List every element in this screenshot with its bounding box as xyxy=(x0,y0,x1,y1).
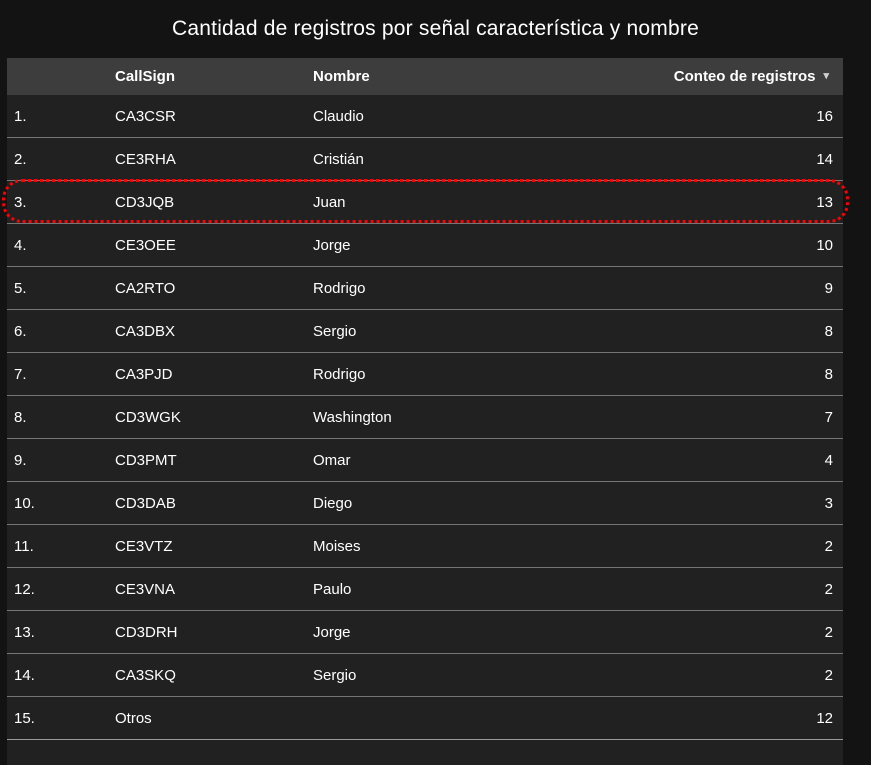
row-nombre: Diego xyxy=(313,494,353,512)
table-row[interactable]: 1. CA3CSR Claudio 16 xyxy=(7,95,843,138)
table-row[interactable]: 7. CA3PJD Rodrigo 8 xyxy=(7,353,843,396)
row-nombre: Rodrigo xyxy=(313,279,366,297)
row-rank: 12. xyxy=(14,580,35,598)
row-callsign: CA2RTO xyxy=(115,279,176,297)
row-rank: 11. xyxy=(14,537,34,555)
row-nombre: Sergio xyxy=(313,322,357,340)
row-callsign: CA3SKQ xyxy=(115,666,176,684)
row-nombre: Jorge xyxy=(313,236,351,254)
table-row[interactable]: 12. CE3VNA Paulo 2 xyxy=(7,568,843,611)
row-callsign: CE3OEE xyxy=(115,236,176,254)
row-count: 9 xyxy=(824,279,833,297)
row-count: 2 xyxy=(824,537,833,555)
row-nombre: Sergio xyxy=(313,666,357,684)
row-callsign: CD3DAB xyxy=(115,494,176,512)
row-rank: 1. xyxy=(14,107,27,125)
row-callsign: CD3JQB xyxy=(115,193,175,211)
column-header-callsign[interactable]: CallSign xyxy=(115,68,176,85)
row-nombre: Washington xyxy=(313,408,392,426)
table-row[interactable]: 2. CE3RHA Cristián 14 xyxy=(7,138,843,181)
sort-desc-icon: ▾ xyxy=(823,70,829,82)
row-count: 13 xyxy=(816,193,833,211)
row-count: 2 xyxy=(824,666,833,684)
table-row[interactable]: 4. CE3OEE Jorge 10 xyxy=(7,224,843,267)
row-callsign: CE3VNA xyxy=(115,580,176,598)
row-rank: 10. xyxy=(14,494,35,512)
row-rank: 14. xyxy=(14,666,35,684)
row-rank: 2. xyxy=(14,150,27,168)
row-callsign: CE3RHA xyxy=(115,150,176,168)
row-rank: 13. xyxy=(14,623,35,641)
row-nombre: Paulo xyxy=(313,580,352,598)
row-count: 10 xyxy=(816,236,833,254)
row-count: 7 xyxy=(824,408,833,426)
row-count: 8 xyxy=(824,322,833,340)
table-row[interactable]: 8. CD3WGK Washington 7 xyxy=(7,396,843,439)
table-row[interactable]: 9. CD3PMT Omar 4 xyxy=(7,439,843,482)
row-rank: 7. xyxy=(14,365,27,383)
row-callsign: CD3DRH xyxy=(115,623,178,641)
row-nombre: Rodrigo xyxy=(313,365,366,383)
table-row[interactable]: 3. CD3JQB Juan 13 xyxy=(2,179,849,224)
row-rank: 9. xyxy=(14,451,27,469)
table-body: 1. CA3CSR Claudio 16 2. CE3RHA Cristián … xyxy=(2,95,849,740)
row-count: 16 xyxy=(816,107,833,125)
row-rank: 15. xyxy=(14,709,35,727)
table-row[interactable]: 14. CA3SKQ Sergio 2 xyxy=(7,654,843,697)
row-nombre: Omar xyxy=(313,451,351,469)
table-header: CallSign Nombre Conteo de registros ▾ xyxy=(7,58,843,95)
row-rank: 8. xyxy=(14,408,27,426)
row-nombre: Cristián xyxy=(313,150,364,168)
row-count: 12 xyxy=(816,709,833,727)
row-count: 8 xyxy=(824,365,833,383)
row-rank: 6. xyxy=(14,322,27,340)
row-nombre: Jorge xyxy=(313,623,351,641)
row-callsign: CD3PMT xyxy=(115,451,177,469)
table-row[interactable]: 15. Otros 12 xyxy=(7,697,843,740)
row-callsign: CA3PJD xyxy=(115,365,173,383)
row-rank: 5. xyxy=(14,279,27,297)
table-row[interactable]: 11. CE3VTZ Moises 2 xyxy=(7,525,843,568)
table-row[interactable]: 6. CA3DBX Sergio 8 xyxy=(7,310,843,353)
table-row[interactable]: 13. CD3DRH Jorge 2 xyxy=(7,611,843,654)
row-callsign: CE3VTZ xyxy=(115,537,173,555)
column-header-nombre[interactable]: Nombre xyxy=(313,68,370,85)
table-row[interactable]: 5. CA2RTO Rodrigo 9 xyxy=(7,267,843,310)
row-nombre: Claudio xyxy=(313,107,364,125)
row-count: 4 xyxy=(824,451,833,469)
row-rank: 3. xyxy=(14,193,27,211)
row-count: 3 xyxy=(824,494,833,512)
row-count: 2 xyxy=(824,623,833,641)
row-nombre: Moises xyxy=(313,537,361,555)
row-rank: 4. xyxy=(14,236,27,254)
column-header-count[interactable]: Conteo de registros ▾ xyxy=(633,68,843,85)
row-count: 14 xyxy=(816,150,833,168)
table-row[interactable]: 10. CD3DAB Diego 3 xyxy=(7,482,843,525)
row-callsign: CA3CSR xyxy=(115,107,176,125)
row-callsign: Otros xyxy=(115,709,152,727)
row-count: 2 xyxy=(824,580,833,598)
chart-title: Cantidad de registros por señal caracter… xyxy=(172,17,699,40)
row-callsign: CD3WGK xyxy=(115,408,181,426)
records-table: CallSign Nombre Conteo de registros ▾ 1.… xyxy=(2,58,849,765)
row-nombre: Juan xyxy=(313,193,346,211)
column-header-count-label: Conteo de registros xyxy=(673,68,816,85)
row-callsign: CA3DBX xyxy=(115,322,176,340)
